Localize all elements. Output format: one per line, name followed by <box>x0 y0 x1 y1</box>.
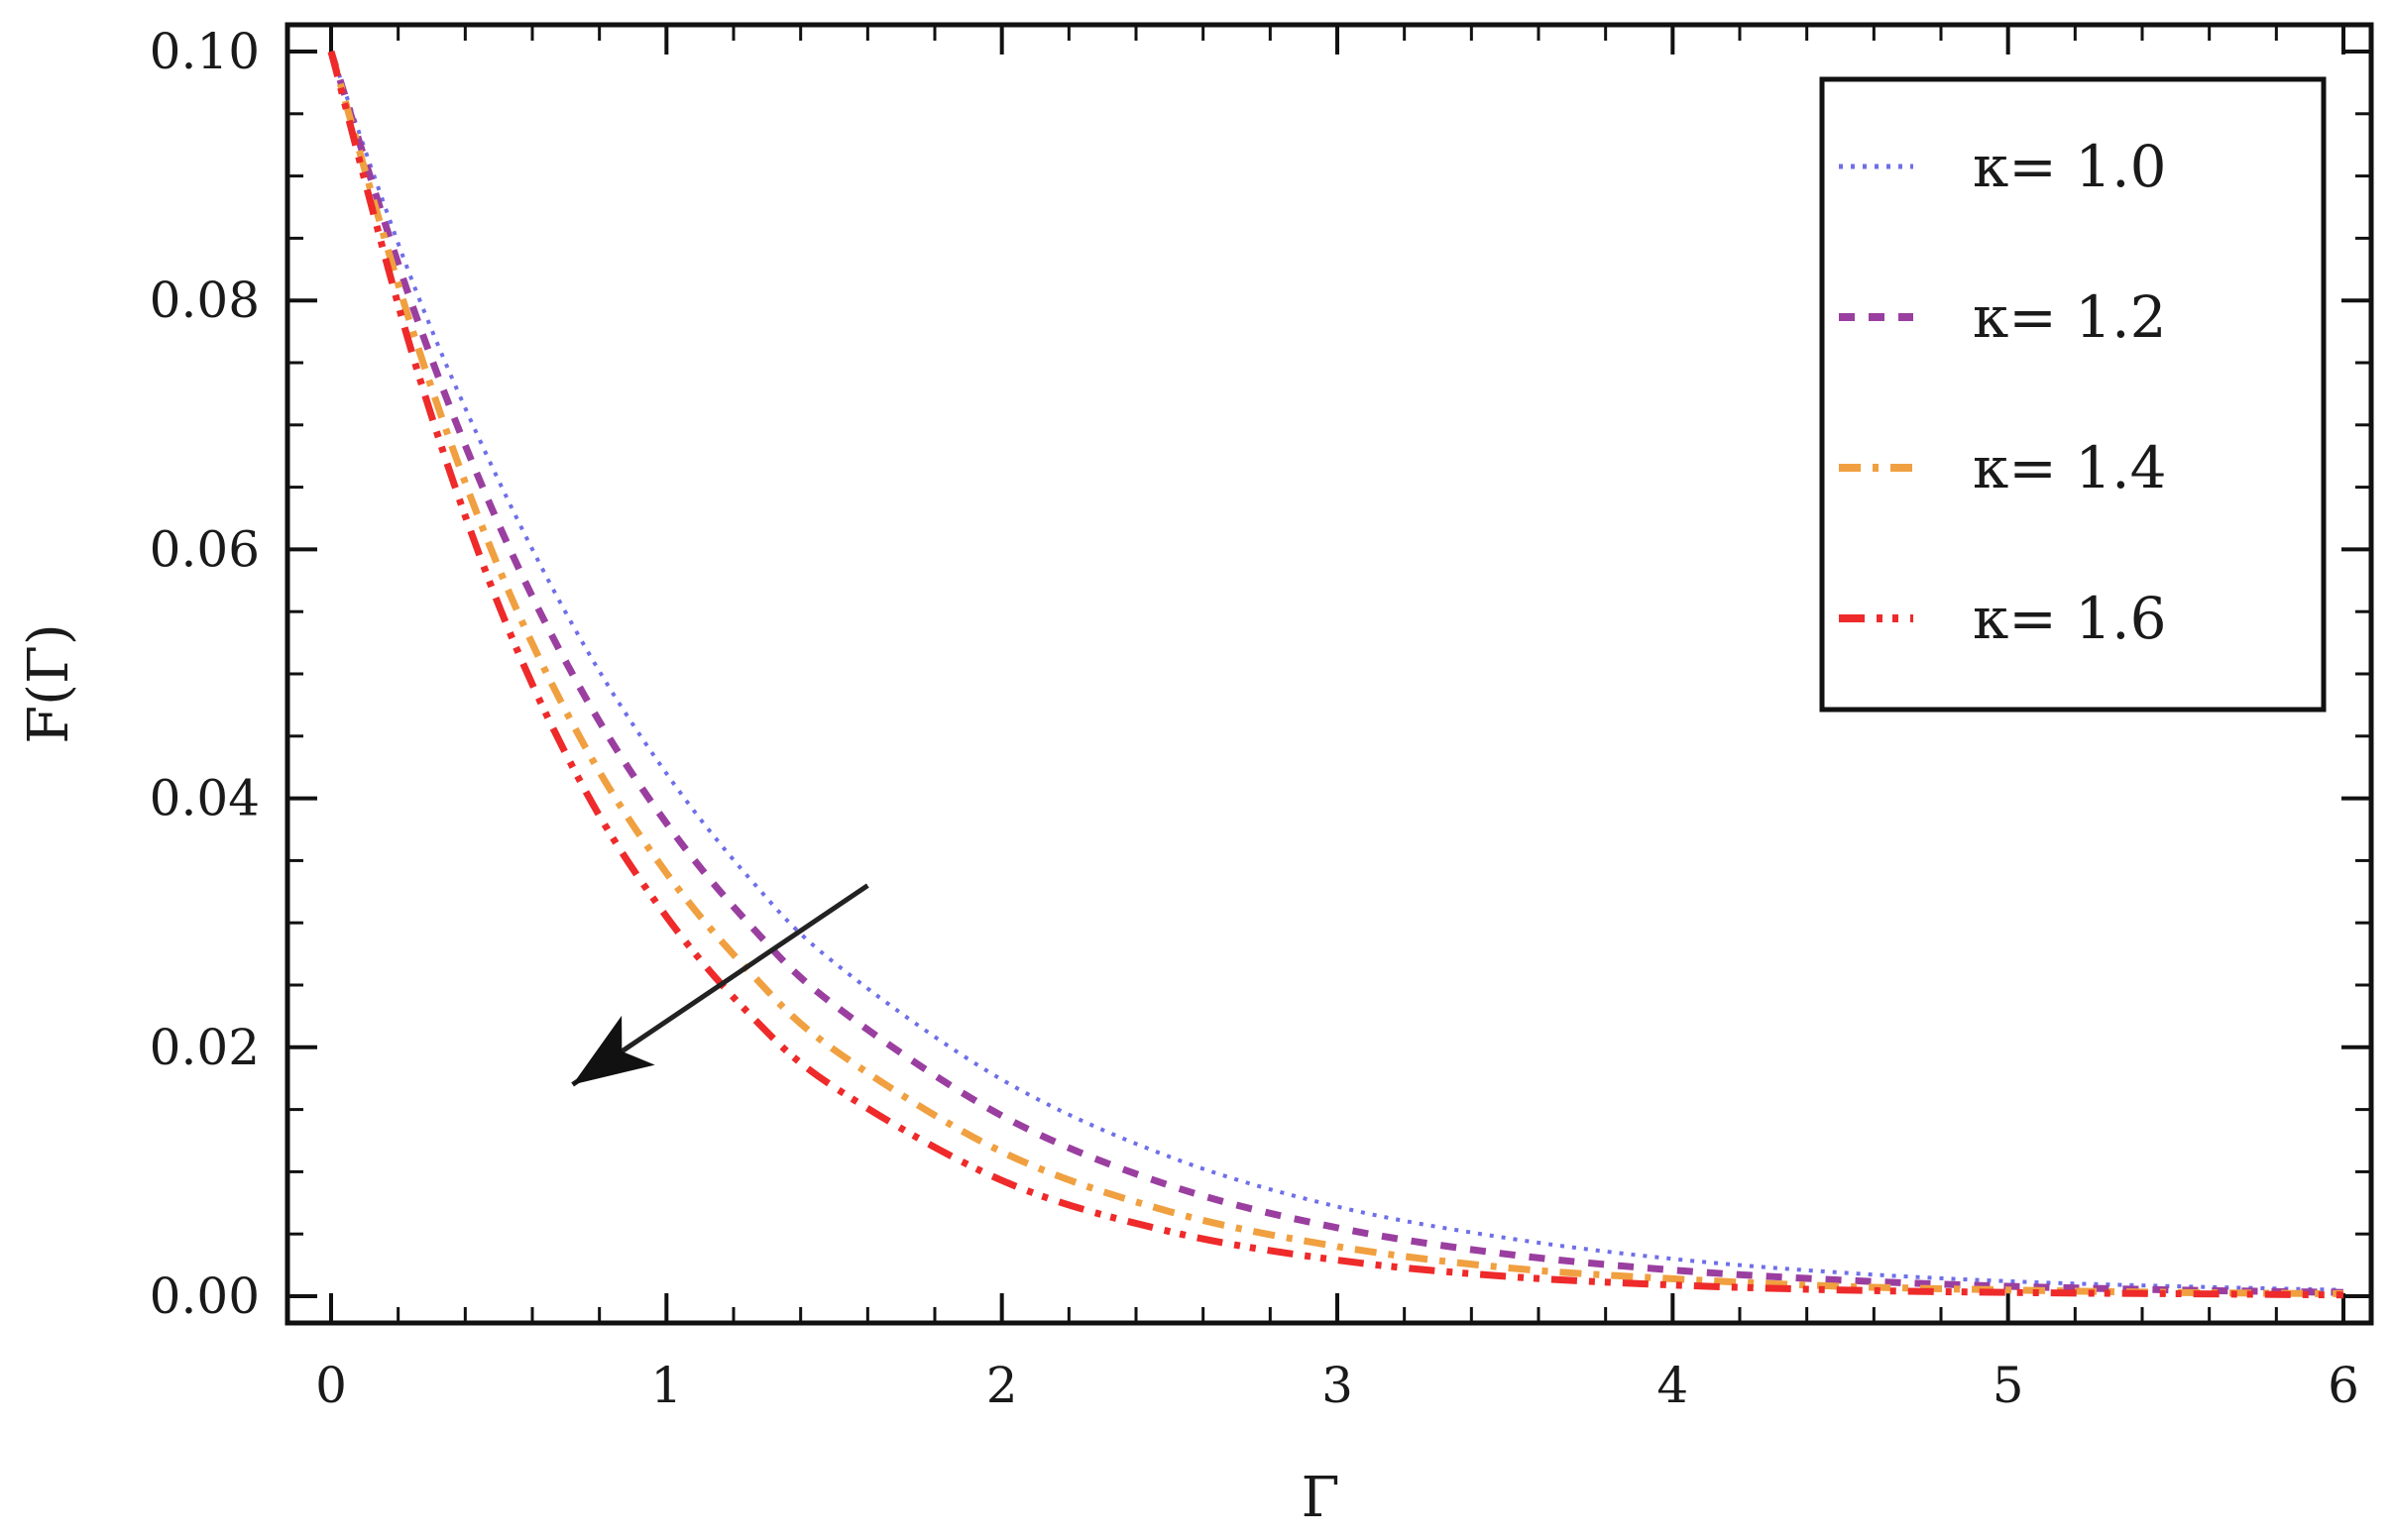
y-axis-title: F(Γ) <box>17 623 81 743</box>
x-axis-title: Γ <box>1302 1466 1340 1530</box>
y-tick-label: 0.10 <box>150 23 260 80</box>
legend: κ= 1.0 κ= 1.2 κ= 1.4 κ= 1.6 <box>1819 76 2327 713</box>
series-line-2 <box>327 50 2344 1296</box>
legend-label-2: κ= 1.2 <box>1973 283 2167 351</box>
legend-label-3: κ= 1.4 <box>1973 434 2167 501</box>
x-tick-label: 4 <box>1656 1357 1688 1414</box>
series-line-1 <box>329 51 2344 1292</box>
x-tick-label: 6 <box>2328 1357 2359 1414</box>
x-tick-label: 1 <box>650 1357 682 1414</box>
y-tick-label: 0.04 <box>150 770 260 827</box>
y-tick-label: 0.08 <box>150 272 260 329</box>
y-tick-labels: 0.00 0.02 0.04 0.06 0.08 0.10 <box>150 23 260 1325</box>
y-tick-label: 0.00 <box>150 1267 260 1325</box>
series-layer <box>327 50 2344 1299</box>
x-tick-label: 2 <box>986 1357 1018 1414</box>
legend-box <box>1819 76 2327 713</box>
legend-label-1: κ= 1.0 <box>1973 133 2167 200</box>
legend-items: κ= 1.0 κ= 1.2 κ= 1.4 κ= 1.6 <box>1839 133 2167 652</box>
series-line-4 <box>327 51 2344 1299</box>
trend-arrow <box>571 883 869 1087</box>
y-tick-label: 0.02 <box>150 1019 260 1076</box>
x-tick-label: 5 <box>1993 1357 2024 1414</box>
x-tick-label: 3 <box>1321 1357 1353 1414</box>
y-tick-label: 0.06 <box>150 520 260 578</box>
plot-frame <box>285 22 2374 1326</box>
ticks-layer <box>287 25 2371 1323</box>
x-tick-labels: 0 1 2 3 4 5 6 <box>315 1357 2359 1414</box>
legend-label-4: κ= 1.6 <box>1973 585 2167 652</box>
arrow-head <box>572 1015 655 1085</box>
x-tick-label: 0 <box>315 1357 347 1414</box>
